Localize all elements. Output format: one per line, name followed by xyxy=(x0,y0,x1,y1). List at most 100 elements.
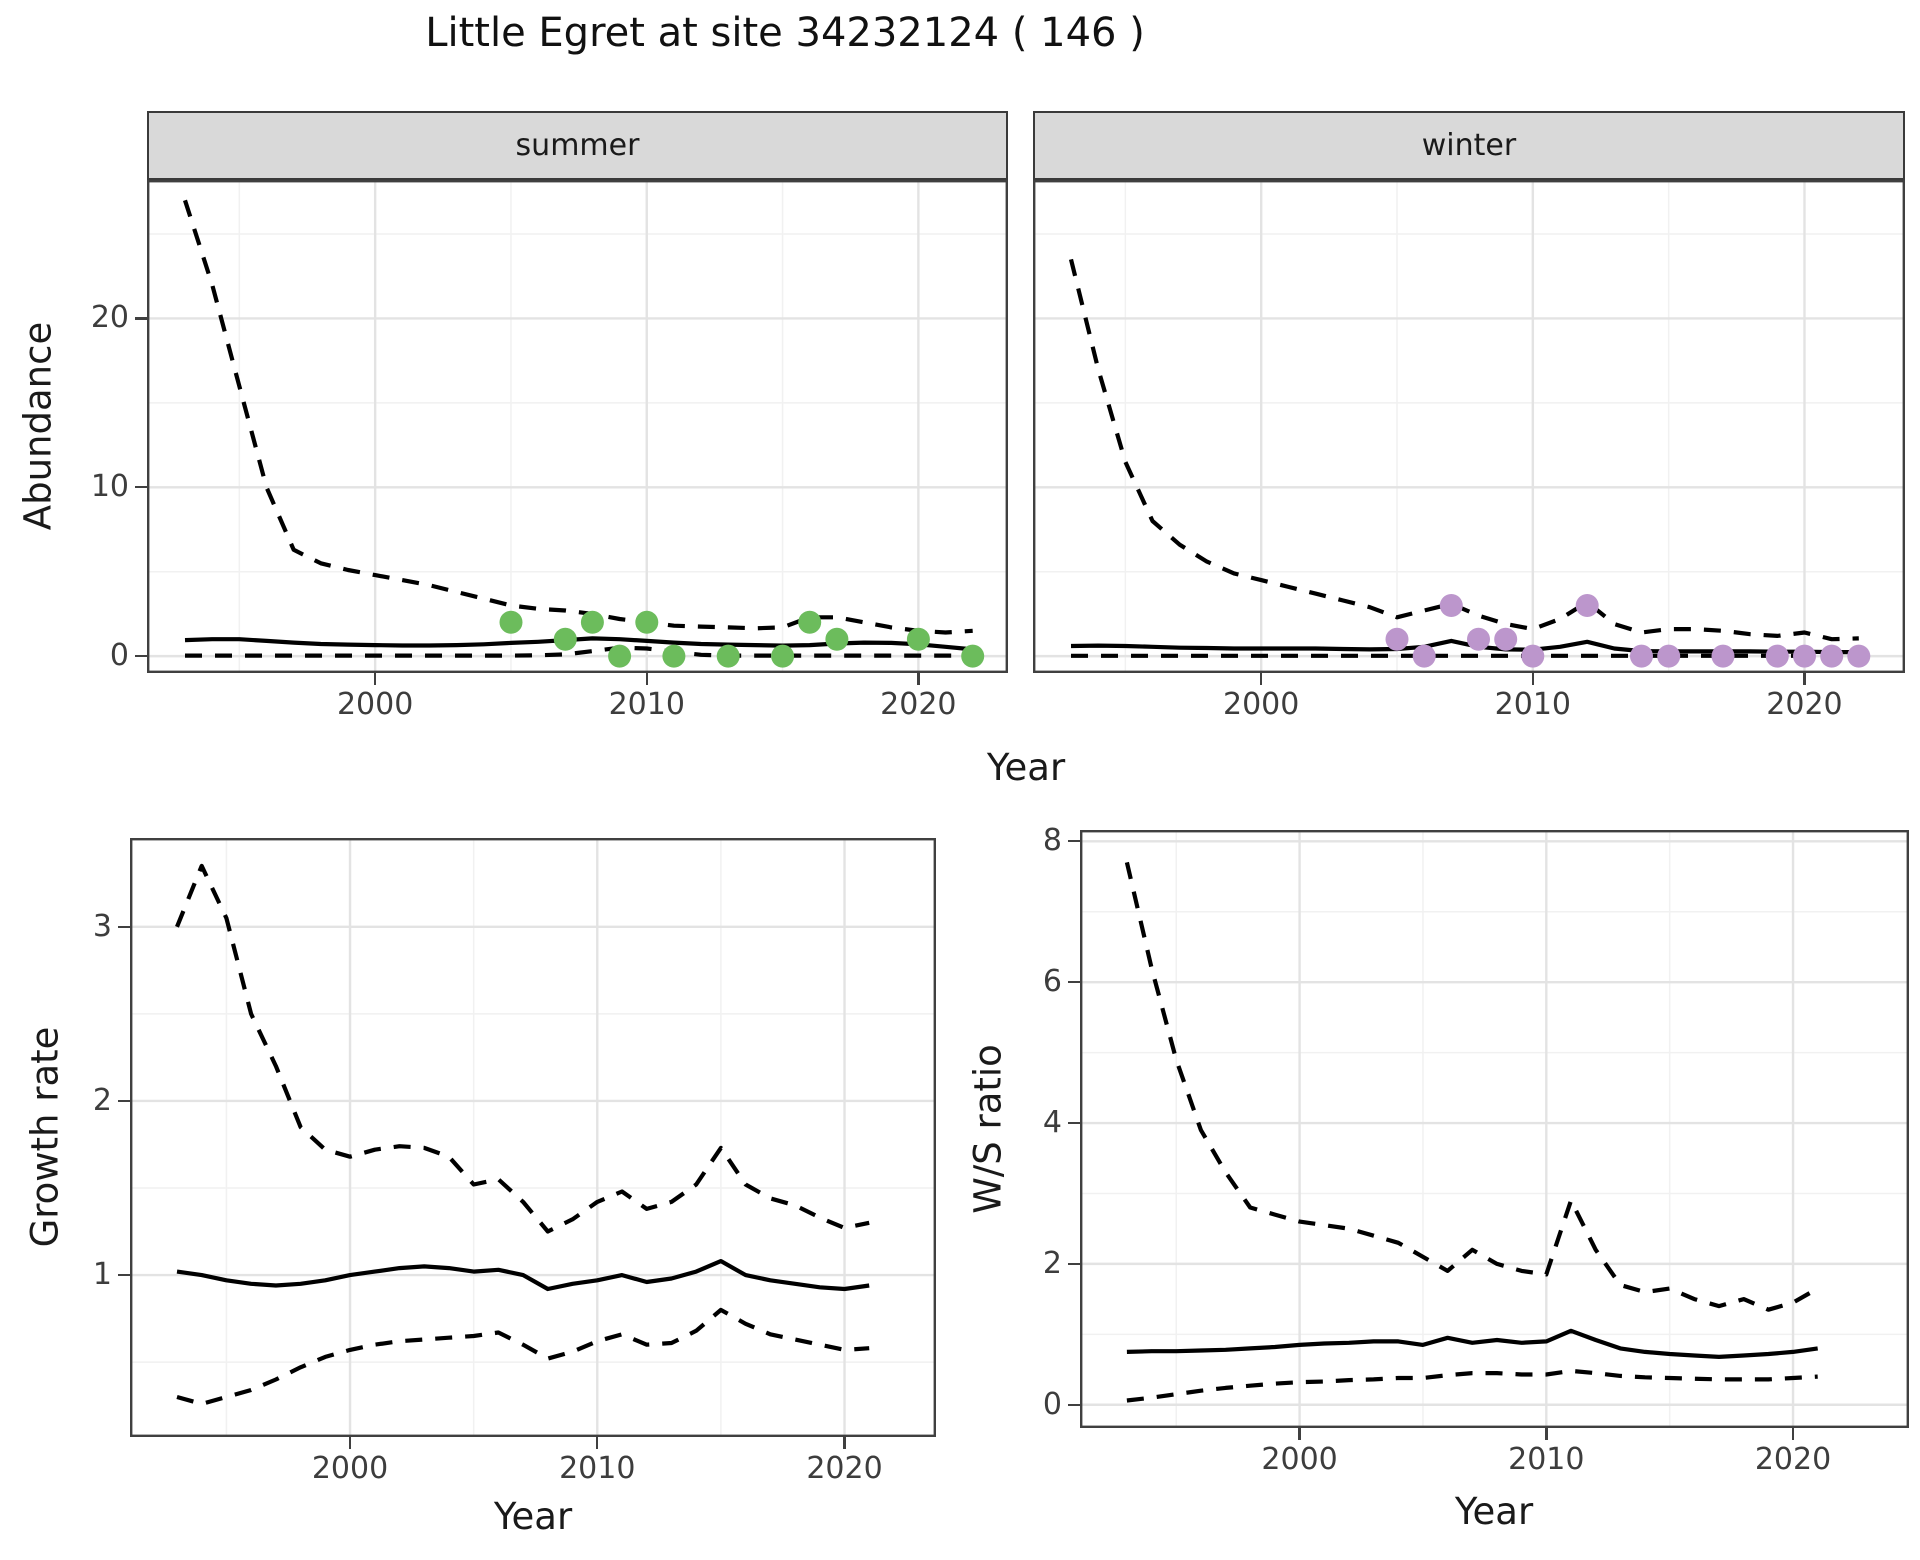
observed-count-point xyxy=(1793,644,1816,668)
facet-strip-summer-label: summer xyxy=(515,128,640,163)
observed-count-point xyxy=(716,644,740,668)
summer-abundance-y-tick-label: 0 xyxy=(109,638,129,674)
ws-ratio-minor-gridlines xyxy=(1080,830,1909,1428)
upper-95ci-line xyxy=(175,863,870,1234)
x-tick-mark xyxy=(1531,673,1535,685)
summer-abundance-x-tick-label: 2010 xyxy=(608,687,685,722)
ws-ratio-x-tick-label: 2000 xyxy=(1261,1442,1338,1477)
year-axis-title-bottom-right: Year xyxy=(1454,1490,1534,1533)
observed-count-point xyxy=(1575,594,1599,617)
year-axis-title-top: Year xyxy=(986,746,1066,789)
observed-count-point xyxy=(1494,627,1518,651)
growth-rate-x-tick-label: 2020 xyxy=(806,1451,883,1486)
median-line xyxy=(176,1259,870,1292)
ws-ratio-x-tick-label: 2020 xyxy=(1754,1442,1832,1477)
summer-abundance-observed-points xyxy=(499,610,985,668)
observed-count-point xyxy=(1467,627,1490,651)
observed-count-point xyxy=(1765,644,1789,668)
winter-abundance-x-tick-label: 2010 xyxy=(1494,687,1571,722)
plot-title: Little Egret at site 34232124 ( 146 ) xyxy=(425,10,1145,56)
y-tick-mark xyxy=(118,925,130,928)
x-tick-mark xyxy=(917,673,920,685)
ws-ratio-panel xyxy=(1080,830,1909,1428)
winter-abundance-x-tick-label: 2020 xyxy=(1766,687,1843,722)
observed-count-point xyxy=(1820,644,1844,668)
observed-count-point xyxy=(1385,627,1409,651)
observed-count-point xyxy=(798,610,822,634)
observed-count-point xyxy=(499,610,523,634)
ws-ratio-panel-border xyxy=(1080,830,1909,1428)
y-tick-mark xyxy=(118,1273,130,1277)
x-tick-mark xyxy=(843,1437,846,1449)
y-tick-mark xyxy=(1068,1121,1080,1125)
facet-strip-winter-label: winter xyxy=(1421,128,1517,163)
facet-strip-winter: winter xyxy=(1033,111,1905,180)
upper-95ci-line xyxy=(1124,861,1819,1312)
winter-abundance-observed-points xyxy=(1385,594,1871,668)
ws-ratio-y-tick-label: 8 xyxy=(1042,823,1062,859)
winter-abundance-panel xyxy=(1033,180,1905,673)
growth-rate-major-gridlines xyxy=(130,838,936,1437)
ws-ratio-y-tick-label: 4 xyxy=(1042,1105,1062,1140)
y-tick-mark xyxy=(118,1099,130,1103)
median-line xyxy=(184,636,973,652)
observed-count-point xyxy=(771,644,795,668)
ws-ratio-y-tick-label: 2 xyxy=(1042,1245,1062,1281)
x-tick-mark xyxy=(1803,673,1806,685)
summer-abundance-y-tick-label: 20 xyxy=(90,300,129,336)
growth-rate-y-tick-label: 2 xyxy=(92,1082,112,1118)
winter-abundance-panel-border xyxy=(1033,180,1905,673)
observed-count-point xyxy=(1847,644,1871,668)
y-tick-mark xyxy=(1068,980,1080,984)
observed-count-point xyxy=(1657,644,1681,668)
y-tick-mark xyxy=(1068,1262,1080,1266)
growth-rate-y-tick-label: 1 xyxy=(92,1257,112,1293)
summer-abundance-minor-gridlines xyxy=(147,180,1008,673)
x-tick-mark xyxy=(1545,1428,1548,1440)
x-tick-mark xyxy=(348,1437,352,1449)
upper-95ci-line xyxy=(183,199,973,635)
lower-95ci-line xyxy=(1126,1368,1818,1403)
summer-abundance-major-gridlines xyxy=(147,180,1008,673)
summer-abundance-panel-border xyxy=(147,180,1008,673)
x-tick-mark xyxy=(1791,1428,1795,1440)
observed-count-point xyxy=(580,610,604,634)
observed-count-point xyxy=(553,627,577,651)
median-line xyxy=(1070,638,1859,655)
x-tick-mark xyxy=(645,673,648,685)
ws-ratio-y-tick-label: 6 xyxy=(1042,964,1062,1000)
ws-ratio-x-tick-label: 2010 xyxy=(1508,1442,1585,1477)
median-line xyxy=(1126,1328,1818,1360)
ws-ratio-y-tick-label: 0 xyxy=(1042,1386,1062,1422)
year-axis-title-bottom-left: Year xyxy=(493,1495,573,1538)
observed-count-point xyxy=(1630,644,1653,668)
growth-rate-panel xyxy=(130,838,936,1437)
observed-count-point xyxy=(1711,644,1735,668)
x-tick-mark xyxy=(373,673,377,685)
growth-rate-panel-border xyxy=(130,838,936,1437)
observed-count-point xyxy=(635,610,659,634)
observed-count-point xyxy=(1521,644,1545,668)
growth-rate-x-tick-label: 2010 xyxy=(559,1451,636,1486)
summer-abundance-panel xyxy=(147,180,1008,673)
y-tick-mark xyxy=(135,486,147,489)
growth-rate-x-tick-label: 2000 xyxy=(311,1451,389,1486)
lower-95ci-line xyxy=(185,645,973,658)
y-tick-mark xyxy=(135,317,147,320)
observed-count-point xyxy=(1412,644,1436,668)
y-tick-mark xyxy=(1068,1403,1080,1406)
observed-count-point xyxy=(825,627,849,651)
winter-abundance-x-tick-label: 2000 xyxy=(1222,687,1300,722)
observed-count-point xyxy=(662,644,686,668)
y-tick-mark xyxy=(135,654,147,658)
observed-count-point xyxy=(961,644,985,668)
winter-abundance-major-gridlines xyxy=(1033,180,1905,673)
x-tick-mark xyxy=(1259,673,1263,685)
facet-strip-summer: summer xyxy=(147,111,1008,180)
winter-abundance-minor-gridlines xyxy=(1033,180,1905,673)
growth-rate-axis-title: Growth rate xyxy=(23,1026,67,1248)
observed-count-point xyxy=(906,627,930,651)
growth-rate-y-tick-label: 3 xyxy=(92,908,112,944)
summer-abundance-y-tick-label: 10 xyxy=(90,469,129,505)
